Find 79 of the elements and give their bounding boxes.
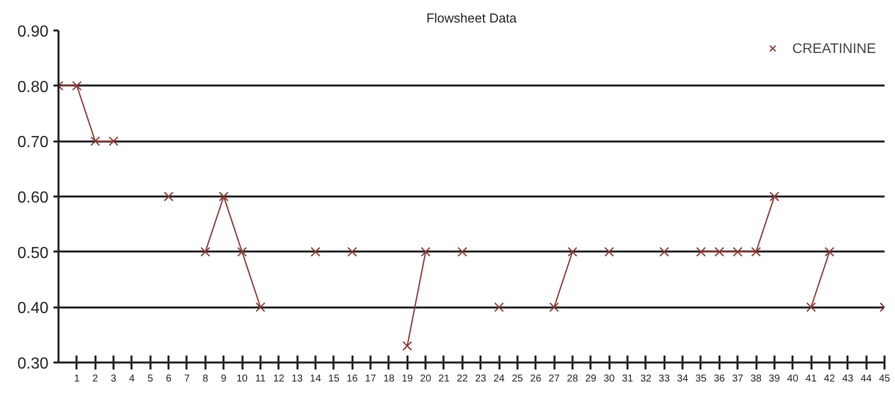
x-tick-label: 27 bbox=[548, 374, 560, 384]
x-tick-label: 21 bbox=[438, 374, 450, 384]
point bbox=[714, 246, 724, 257]
point bbox=[90, 136, 100, 146]
x-tick-label: 1 bbox=[74, 374, 80, 384]
x-tick-label: 17 bbox=[364, 374, 377, 384]
x-tick-label: 23 bbox=[475, 374, 487, 384]
y-tick-label: 0.60 bbox=[17, 190, 49, 206]
x-tick-label: 38 bbox=[750, 374, 762, 384]
x-tick-label: 34 bbox=[677, 374, 689, 384]
x-tick-label: 42 bbox=[824, 374, 836, 384]
x-tick-label: 25 bbox=[512, 374, 524, 384]
x-tick-label: 44 bbox=[860, 374, 872, 384]
point bbox=[732, 246, 743, 257]
x-tick-label: 32 bbox=[640, 374, 652, 384]
y-tick-label: 0.70 bbox=[17, 134, 49, 152]
x-tick-label: 39 bbox=[768, 374, 780, 384]
point bbox=[696, 246, 706, 257]
point bbox=[72, 80, 82, 91]
point bbox=[256, 302, 266, 312]
x-tick-label: 11 bbox=[255, 374, 266, 384]
point bbox=[806, 302, 816, 312]
x-tick-label: 15 bbox=[328, 374, 340, 384]
point bbox=[604, 246, 614, 257]
chart-title: Flowsheet Data bbox=[426, 10, 518, 26]
x-tick-label: 22 bbox=[456, 374, 468, 384]
point bbox=[402, 341, 412, 351]
x-tick-label: 33 bbox=[658, 374, 670, 384]
point bbox=[310, 246, 320, 257]
y-tick-label: 0.90 bbox=[17, 24, 49, 40]
point bbox=[420, 246, 431, 257]
x-tick-label: 43 bbox=[842, 374, 854, 384]
x-tick-label: 12 bbox=[273, 374, 285, 384]
x-tick-label: 36 bbox=[714, 374, 726, 384]
x-tick-label: 35 bbox=[695, 374, 707, 384]
x-tick-label: 24 bbox=[493, 374, 506, 384]
point bbox=[347, 246, 358, 257]
point bbox=[200, 246, 210, 257]
point bbox=[549, 302, 559, 312]
point bbox=[218, 192, 229, 202]
point bbox=[108, 136, 118, 146]
point bbox=[568, 246, 578, 257]
x-tick-label: 13 bbox=[292, 374, 304, 384]
y-tick-label: 0.40 bbox=[17, 300, 49, 318]
x-tick-label: 19 bbox=[402, 374, 414, 384]
legend-label: CREATININE bbox=[792, 40, 876, 56]
x-tick-label: 20 bbox=[420, 374, 432, 384]
point bbox=[494, 302, 504, 312]
point bbox=[237, 246, 247, 257]
x-tick-label: 29 bbox=[585, 374, 597, 384]
x-tick-label: 16 bbox=[346, 374, 358, 384]
x-tick-label: 28 bbox=[566, 374, 578, 384]
x-tick-label: 8 bbox=[202, 374, 209, 384]
x-tick-label: 4 bbox=[129, 374, 136, 384]
point bbox=[751, 246, 761, 257]
point bbox=[457, 246, 468, 257]
x-tick-label: 30 bbox=[604, 374, 616, 384]
y-tick-label: 0.30 bbox=[17, 356, 49, 372]
x-tick-label: 7 bbox=[184, 374, 190, 384]
x-tick-label: 26 bbox=[530, 374, 542, 384]
x-tick-label: 6 bbox=[166, 374, 172, 384]
x-tick-label: 9 bbox=[220, 374, 227, 384]
x-tick-label: 41 bbox=[806, 374, 818, 384]
x-tick-label: 2 bbox=[92, 374, 98, 384]
y-tick-label: 0.50 bbox=[17, 244, 49, 262]
x-tick-label: 40 bbox=[787, 374, 799, 384]
y-tick-label: 0.80 bbox=[17, 78, 49, 96]
x-tick-label: 5 bbox=[147, 374, 154, 384]
point bbox=[824, 246, 834, 257]
x-tick-label: 18 bbox=[383, 374, 395, 384]
x-tick-label: 37 bbox=[732, 374, 744, 384]
x-tick-label: 3 bbox=[110, 374, 117, 384]
point bbox=[769, 192, 780, 202]
x-tick-label: 10 bbox=[236, 374, 248, 384]
point bbox=[659, 246, 670, 257]
point bbox=[164, 192, 174, 202]
x-tick-label: 45 bbox=[878, 374, 890, 384]
x-tick-label: 14 bbox=[310, 374, 322, 384]
x-tick-label: 31 bbox=[622, 374, 634, 384]
